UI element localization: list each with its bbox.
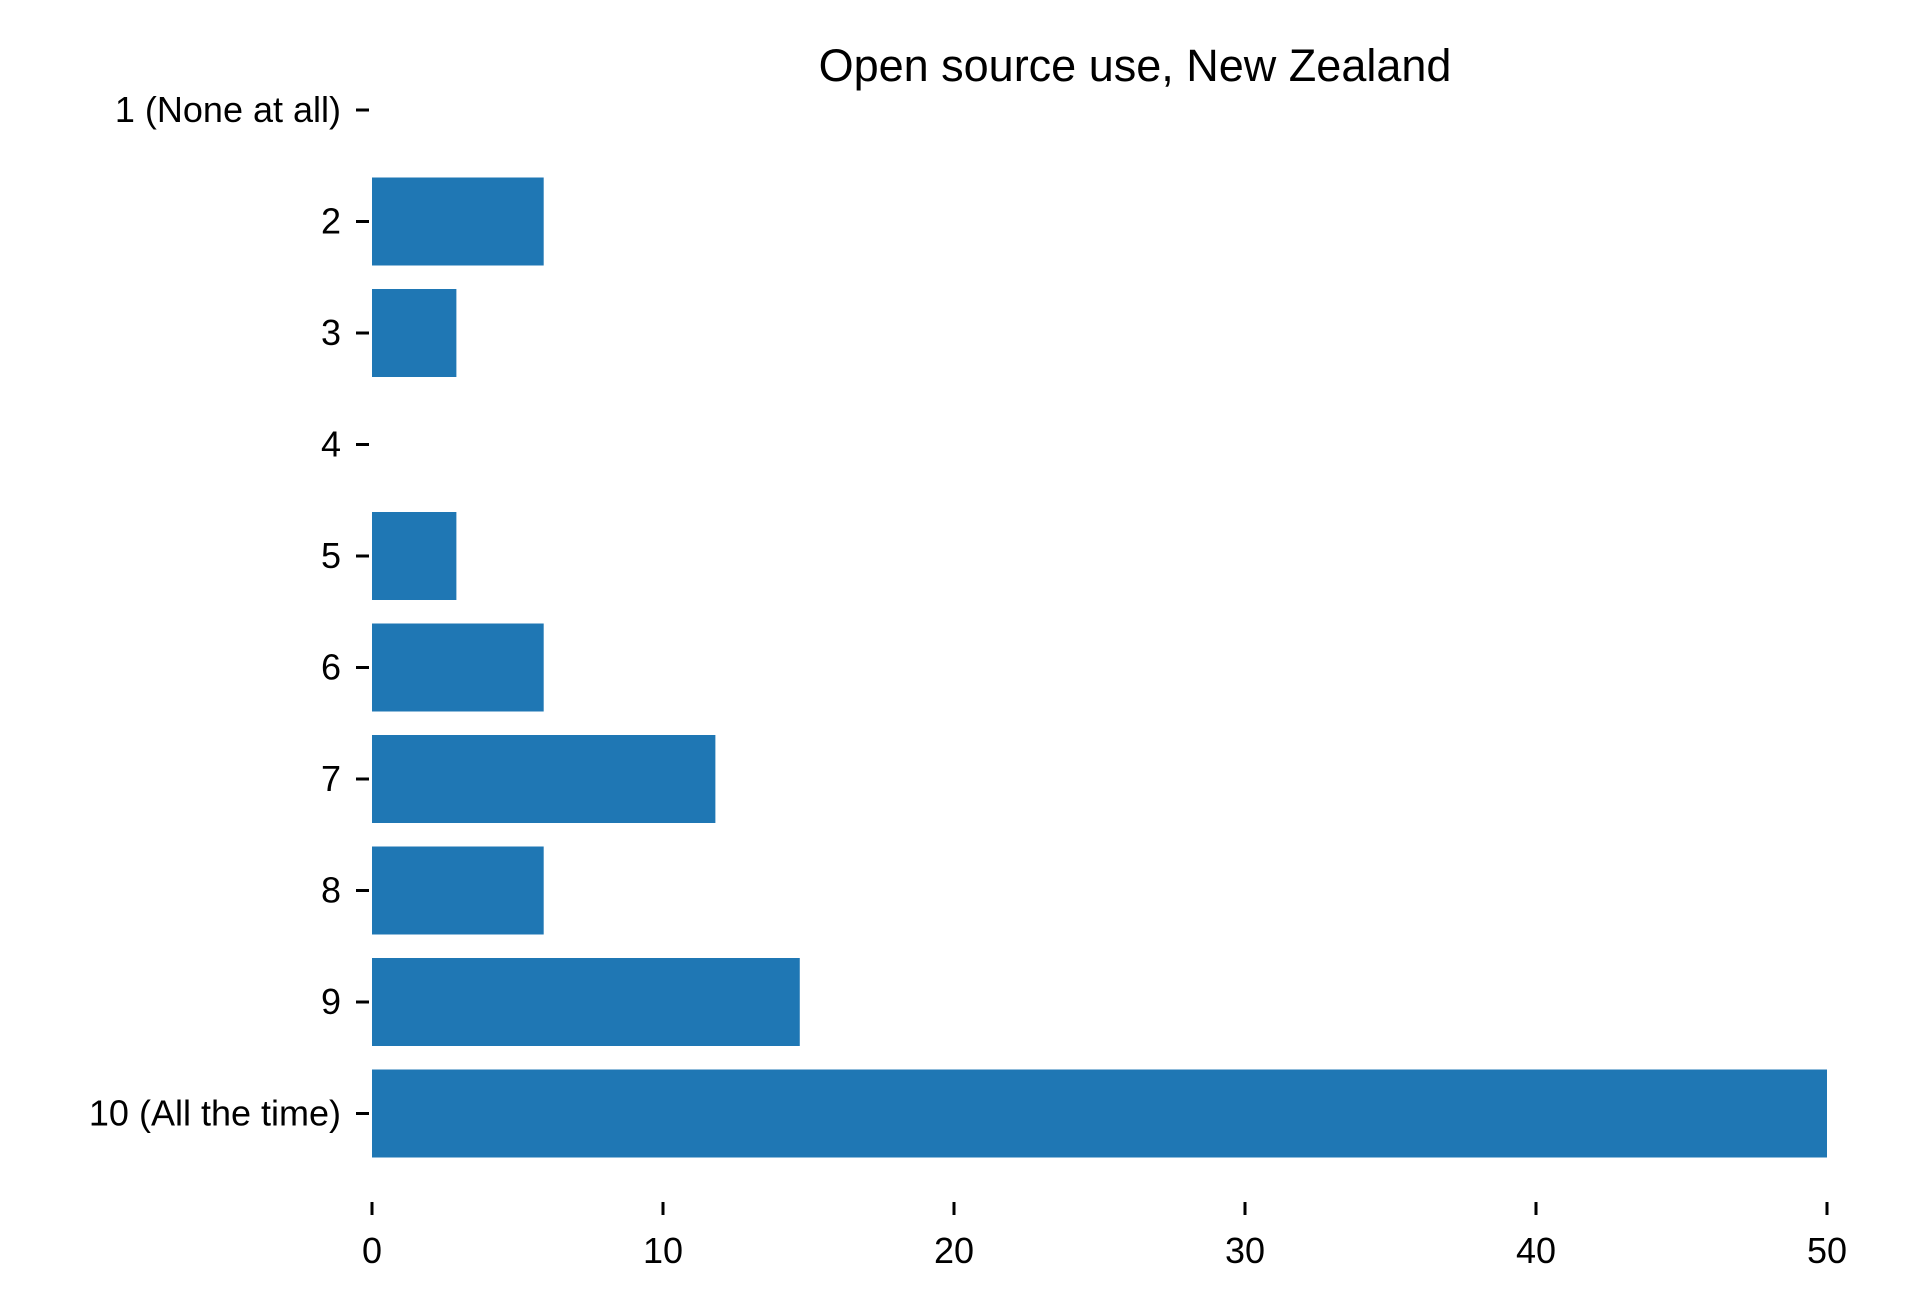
y-tick-label: 4 — [321, 424, 341, 465]
bar — [372, 512, 457, 600]
y-tick-label: 9 — [321, 981, 341, 1022]
y-tick-label: 10 (All the time) — [89, 1093, 341, 1134]
x-tick-label: 50 — [1807, 1230, 1847, 1271]
bar — [372, 846, 544, 935]
y-tick-label: 1 (None at all) — [115, 89, 341, 130]
y-tick-label: 6 — [321, 647, 341, 688]
y-tick-label: 7 — [321, 758, 341, 799]
bar — [372, 623, 544, 712]
bars-group — [372, 177, 1827, 1158]
x-tick-label: 30 — [1225, 1230, 1265, 1271]
y-tick-label: 5 — [321, 535, 341, 576]
y-tick-label: 8 — [321, 870, 341, 911]
bar — [372, 289, 457, 377]
x-tick-label: 40 — [1516, 1230, 1556, 1271]
chart-title: Open source use, New Zealand — [819, 40, 1452, 91]
y-axis: 1 (None at all) 2 3 4 5 6 7 8 9 10 (All the time) — [89, 89, 369, 1134]
y-tick-label: 2 — [321, 201, 341, 242]
bar — [372, 1069, 1827, 1158]
bar — [372, 958, 800, 1046]
x-tick-label: 10 — [643, 1230, 683, 1271]
bar — [372, 735, 716, 823]
x-tick-label: 20 — [934, 1230, 974, 1271]
y-tick-label: 3 — [321, 312, 341, 353]
x-axis: 0 10 20 30 40 50 — [362, 1202, 1847, 1271]
bar — [372, 177, 544, 266]
x-tick-label: 0 — [362, 1230, 382, 1271]
